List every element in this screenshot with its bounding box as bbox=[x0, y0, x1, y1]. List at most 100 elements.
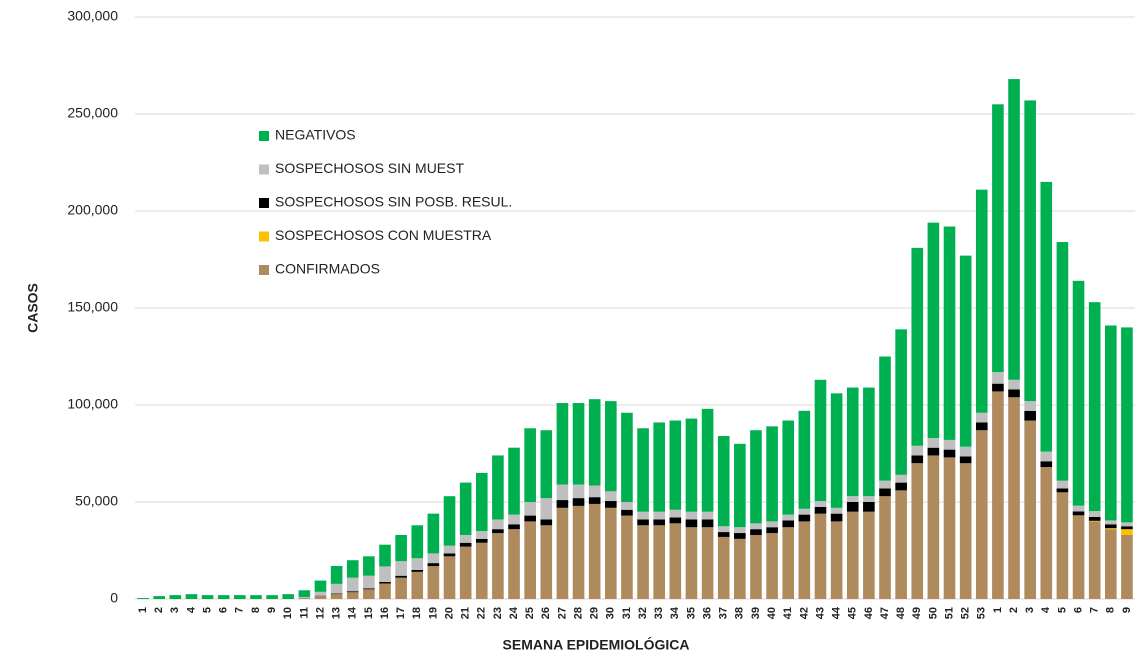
x-tick-label: 51 bbox=[943, 607, 955, 619]
bar-segment bbox=[492, 533, 504, 599]
x-tick-label: 4 bbox=[185, 606, 197, 613]
bar-segment bbox=[1040, 467, 1053, 599]
bar-segment bbox=[153, 596, 165, 599]
bar-segment bbox=[1008, 79, 1020, 380]
bar-segment bbox=[1088, 520, 1101, 522]
x-tick-label: 18 bbox=[411, 607, 423, 619]
bar-segment bbox=[669, 420, 682, 510]
bar-segment bbox=[540, 430, 553, 499]
bar-segment bbox=[653, 422, 665, 512]
bar-segment bbox=[846, 496, 859, 502]
bar-segment bbox=[1056, 492, 1069, 599]
legend-swatch bbox=[259, 231, 269, 242]
bar-segment bbox=[766, 426, 778, 522]
x-tick-label: 2 bbox=[153, 607, 165, 613]
bar-segment bbox=[621, 412, 633, 502]
bar-segment bbox=[314, 580, 327, 592]
x-tick-label: 25 bbox=[524, 607, 536, 619]
bar-segment bbox=[605, 501, 617, 508]
bar-segment bbox=[459, 534, 472, 543]
bar-segment bbox=[556, 500, 569, 508]
bar-segment bbox=[605, 401, 617, 492]
bar-segment bbox=[443, 545, 456, 554]
bar-segment bbox=[379, 566, 391, 582]
bar-segment bbox=[846, 502, 859, 512]
bar-segment bbox=[830, 393, 843, 508]
bar-segment bbox=[782, 514, 795, 521]
bar-segment bbox=[766, 533, 778, 599]
bar-segment bbox=[1072, 515, 1085, 599]
bar-segment bbox=[863, 511, 875, 599]
bar-segment bbox=[605, 491, 617, 502]
bar-segment bbox=[411, 569, 424, 572]
y-tick-label: 250,000 bbox=[67, 105, 118, 121]
bar-segment bbox=[1105, 325, 1117, 521]
bar-segment bbox=[798, 514, 811, 522]
bar-segment bbox=[621, 502, 633, 510]
bar-segment bbox=[895, 490, 907, 599]
x-tick-label: 35 bbox=[685, 607, 697, 619]
bar-segment bbox=[427, 566, 440, 599]
bar-segment bbox=[943, 457, 956, 599]
bar-segment bbox=[1040, 461, 1053, 468]
bar-segment bbox=[637, 511, 649, 520]
bar-segment bbox=[1105, 529, 1117, 599]
x-tick-label: 6 bbox=[218, 607, 230, 613]
bar-segment bbox=[492, 519, 504, 530]
y-tick-label: 200,000 bbox=[67, 202, 118, 218]
x-tick-label: 11 bbox=[298, 607, 310, 619]
x-tick-label: 53 bbox=[976, 607, 988, 619]
bar-segment bbox=[782, 527, 795, 599]
bar-segment bbox=[524, 515, 536, 522]
x-tick-label: 39 bbox=[750, 607, 762, 619]
bar-segment bbox=[846, 387, 859, 497]
bar-segment bbox=[943, 226, 956, 440]
x-tick-label: 7 bbox=[1089, 607, 1101, 613]
x-tick-label: 3 bbox=[1024, 607, 1036, 613]
legend-swatch bbox=[259, 265, 269, 275]
bar-segment bbox=[250, 595, 262, 599]
bar-segment bbox=[588, 503, 601, 599]
bar-segment bbox=[330, 593, 343, 595]
bar-segment bbox=[346, 560, 359, 578]
bar-segment bbox=[1105, 528, 1117, 530]
bar-segment bbox=[814, 513, 827, 599]
y-tick-label: 0 bbox=[110, 590, 118, 606]
bar-segment bbox=[556, 507, 569, 599]
x-tick-label: 17 bbox=[395, 607, 407, 619]
bar-segment bbox=[830, 513, 843, 522]
x-tick-label: 32 bbox=[637, 607, 649, 619]
bar-segment bbox=[475, 531, 488, 539]
bar-segment bbox=[975, 430, 988, 599]
bar-segment bbox=[1072, 505, 1085, 512]
bar-segment bbox=[1121, 526, 1133, 530]
bar-segment bbox=[750, 529, 762, 535]
x-tick-label: 5 bbox=[201, 607, 213, 613]
bar-segment bbox=[992, 383, 1004, 392]
bar-segment bbox=[282, 594, 295, 599]
bar-segment bbox=[330, 566, 343, 584]
y-tick-label: 50,000 bbox=[75, 493, 118, 509]
x-tick-label: 2 bbox=[1008, 607, 1020, 613]
bar-segment bbox=[427, 553, 440, 564]
bar-segment bbox=[992, 372, 1004, 384]
bar-segment bbox=[1088, 521, 1101, 599]
x-tick-label: 44 bbox=[831, 606, 843, 619]
bar-segment bbox=[911, 455, 924, 464]
bar-segment bbox=[475, 538, 488, 543]
bar-segment bbox=[798, 508, 811, 515]
x-tick-label: 31 bbox=[621, 607, 633, 619]
bar-segment bbox=[427, 513, 440, 554]
x-axis-title: SEMANA EPIDEMIOLÓGICA bbox=[503, 636, 690, 653]
bar-segment bbox=[766, 521, 778, 528]
bar-segment bbox=[475, 472, 488, 532]
bar-segment bbox=[685, 418, 698, 512]
bar-segment bbox=[443, 496, 456, 546]
bar-segment bbox=[863, 502, 875, 512]
bar-segment bbox=[1024, 100, 1036, 402]
bar-segment bbox=[621, 509, 633, 516]
bar-segment bbox=[701, 527, 714, 599]
x-tick-label: 1 bbox=[137, 607, 149, 613]
bar-segment bbox=[1105, 524, 1117, 529]
